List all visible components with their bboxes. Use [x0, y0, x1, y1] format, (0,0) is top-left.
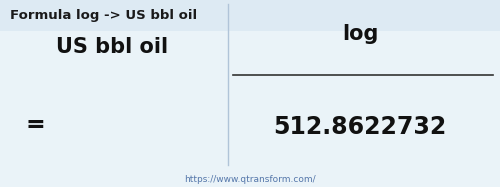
Text: Formula log -> US bbl oil: Formula log -> US bbl oil — [10, 9, 197, 22]
Text: =: = — [25, 113, 45, 137]
FancyBboxPatch shape — [0, 0, 500, 31]
Text: log: log — [342, 24, 378, 44]
Text: https://www.qtransform.com/: https://www.qtransform.com/ — [184, 175, 316, 184]
Text: US bbl oil: US bbl oil — [56, 37, 168, 57]
Text: 512.8622732: 512.8622732 — [274, 115, 446, 139]
FancyBboxPatch shape — [0, 31, 500, 187]
